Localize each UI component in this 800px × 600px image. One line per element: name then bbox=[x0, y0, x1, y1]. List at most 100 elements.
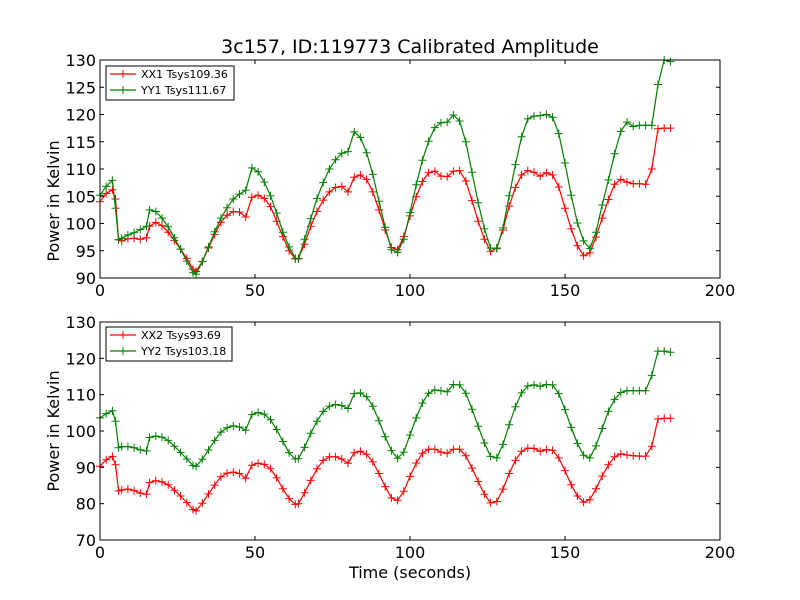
data-point bbox=[486, 452, 495, 461]
data-point bbox=[647, 371, 656, 380]
data-point bbox=[480, 490, 489, 499]
legend-label-yy2: YY2 Tsys103.18 bbox=[140, 345, 226, 358]
data-point bbox=[278, 228, 287, 237]
y-tick-label: 90 bbox=[76, 269, 96, 288]
data-point bbox=[235, 469, 244, 478]
data-point bbox=[294, 254, 303, 263]
data-point bbox=[647, 165, 656, 173]
data-point bbox=[325, 187, 334, 196]
data-point bbox=[585, 244, 594, 253]
data-point bbox=[247, 163, 256, 172]
data-point bbox=[418, 399, 427, 407]
data-point bbox=[561, 159, 569, 167]
y-tick-label: 110 bbox=[65, 160, 96, 179]
data-point bbox=[635, 179, 644, 188]
data-point bbox=[294, 499, 303, 508]
x-tick-label: 0 bbox=[95, 281, 105, 300]
data-point bbox=[108, 176, 117, 185]
data-point bbox=[368, 187, 377, 196]
data-point bbox=[406, 472, 414, 481]
data-point bbox=[647, 442, 656, 451]
data-point bbox=[362, 450, 371, 459]
data-point bbox=[418, 156, 427, 165]
data-point bbox=[362, 175, 371, 184]
data-point bbox=[176, 245, 185, 254]
data-point bbox=[424, 168, 433, 177]
data-point bbox=[102, 455, 111, 464]
data-point bbox=[505, 202, 514, 211]
data-point bbox=[517, 132, 526, 141]
data-point bbox=[554, 389, 563, 398]
data-point bbox=[548, 446, 557, 455]
data-point bbox=[344, 187, 352, 196]
data-point bbox=[468, 196, 476, 205]
data-point bbox=[272, 209, 281, 218]
data-point bbox=[158, 433, 166, 442]
data-point bbox=[536, 382, 545, 391]
data-point bbox=[151, 207, 160, 216]
data-point bbox=[123, 230, 132, 239]
data-point bbox=[210, 481, 219, 490]
data-point bbox=[331, 452, 340, 461]
data-point bbox=[313, 417, 321, 426]
data-point bbox=[350, 389, 359, 398]
x-tick-label: 100 bbox=[395, 543, 426, 562]
y-tick-label: 130 bbox=[65, 313, 96, 332]
data-point bbox=[455, 380, 464, 389]
data-point bbox=[331, 183, 340, 192]
y-tick-label: 110 bbox=[65, 386, 96, 405]
data-point bbox=[542, 445, 551, 454]
data-point bbox=[573, 492, 582, 500]
data-point bbox=[585, 453, 594, 462]
data-point bbox=[356, 447, 365, 456]
data-point bbox=[300, 488, 309, 497]
data-point bbox=[241, 213, 250, 221]
data-point bbox=[449, 111, 458, 119]
data-point bbox=[368, 170, 377, 179]
plot-marks bbox=[96, 347, 675, 515]
data-point bbox=[142, 222, 151, 231]
data-point bbox=[412, 413, 421, 422]
data-point bbox=[418, 177, 427, 186]
data-point bbox=[399, 235, 408, 244]
data-point bbox=[260, 178, 269, 187]
data-point bbox=[561, 466, 569, 475]
x-tick-label: 150 bbox=[550, 543, 581, 562]
y-axis-label: Power in Kelvin bbox=[44, 140, 63, 261]
data-point bbox=[412, 459, 421, 467]
data-point bbox=[356, 133, 365, 142]
data-point bbox=[306, 429, 315, 438]
data-point bbox=[300, 235, 309, 244]
data-point bbox=[430, 167, 439, 176]
y-tick-label: 100 bbox=[65, 215, 96, 234]
data-point bbox=[641, 180, 650, 189]
data-point bbox=[641, 386, 650, 395]
data-point bbox=[499, 223, 507, 232]
y-tick-label: 120 bbox=[65, 106, 96, 125]
data-point bbox=[604, 195, 613, 204]
data-point bbox=[285, 494, 294, 503]
data-point bbox=[486, 498, 495, 507]
data-point bbox=[350, 448, 359, 457]
data-point bbox=[623, 118, 631, 127]
data-point bbox=[406, 208, 414, 217]
data-point bbox=[610, 452, 619, 461]
y-tick-label: 125 bbox=[65, 78, 96, 97]
data-point bbox=[102, 189, 111, 198]
data-point bbox=[136, 489, 145, 498]
data-point bbox=[142, 233, 151, 242]
data-point bbox=[381, 432, 390, 441]
data-point bbox=[492, 244, 501, 253]
data-point bbox=[285, 448, 294, 457]
data-point bbox=[616, 175, 625, 184]
data-point bbox=[241, 426, 250, 435]
data-point bbox=[356, 171, 365, 179]
data-point bbox=[579, 251, 588, 260]
data-point bbox=[204, 445, 213, 454]
data-point bbox=[362, 392, 371, 401]
data-point bbox=[294, 454, 303, 463]
data-point bbox=[486, 244, 495, 252]
data-point bbox=[362, 148, 371, 157]
data-point bbox=[108, 406, 117, 415]
data-point bbox=[437, 386, 445, 395]
